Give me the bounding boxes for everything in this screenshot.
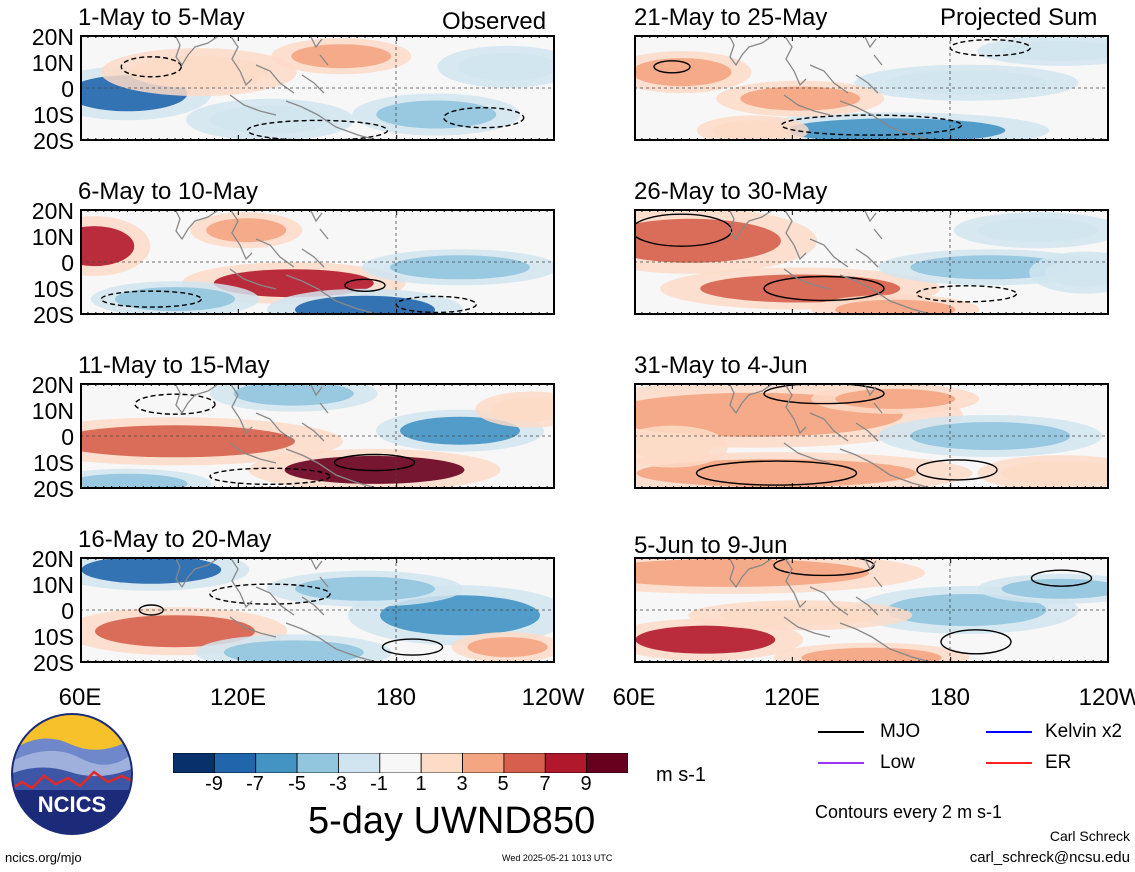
legend-line-mjo: [818, 731, 864, 733]
colorbar-swatch: [544, 753, 588, 773]
map-panel-8: [634, 557, 1109, 663]
panel-title-7: 31-May to 4-Jun: [634, 352, 808, 379]
map-panel-6: [634, 209, 1109, 315]
colorbar-swatch: [173, 753, 215, 773]
panel-title-4: 16-May to 20-May: [78, 526, 272, 553]
colorbar-swatch: [462, 753, 505, 773]
author: Carl Schreck: [1049, 828, 1130, 844]
colorbar-swatch: [338, 753, 381, 773]
legend-line-er: [986, 762, 1032, 764]
panel-title-1: 1-May to 5-May: [78, 4, 245, 31]
legend-label-mjo: MJO: [880, 721, 921, 742]
colorbar-units: m s-1: [656, 764, 706, 786]
observed-label: Observed: [442, 8, 547, 35]
legend-label-low: Low: [880, 752, 915, 773]
timestamp: Wed 2025-05-21 1013 UTC: [502, 853, 613, 863]
colorbar-swatch: [213, 753, 257, 773]
map-panel-1: [80, 35, 555, 141]
legend-label-kelvin: Kelvin x2: [1045, 721, 1123, 742]
map-panel-7: [634, 383, 1109, 489]
main-title: 5-day UWND850: [308, 800, 596, 842]
colorbar-swatch: [586, 753, 628, 773]
colorbar-swatch: [255, 753, 298, 773]
colorbar-swatch: [420, 753, 463, 773]
colorbar-swatch: [296, 753, 339, 773]
map-panel-3: [80, 383, 555, 489]
map-panel-4: [80, 557, 555, 663]
contour-note: Contours every 2 m s-1: [815, 802, 1003, 822]
ncics-logo: NCICS: [11, 713, 133, 835]
map-panel-2: [80, 209, 555, 315]
panel-title-8: 5-Jun to 9-Jun: [634, 532, 788, 559]
legend-line-kelvin: [986, 731, 1032, 733]
site-url: ncics.org/mjo: [5, 850, 82, 865]
colorbar-swatch: [379, 753, 422, 773]
panel-title-3: 11-May to 15-May: [78, 352, 270, 379]
colorbar: [173, 753, 628, 773]
colorbar-swatch: [503, 753, 546, 773]
legend-line-low: [818, 762, 864, 764]
legend-label-er: ER: [1045, 752, 1072, 773]
panel-title-6: 26-May to 30-May: [634, 178, 828, 205]
email: carl_schreck@ncsu.edu: [969, 849, 1130, 866]
svg-text:NCICS: NCICS: [38, 792, 106, 817]
panel-title-2: 6-May to 10-May: [78, 178, 259, 205]
panel-title-5: 21-May to 25-May: [634, 4, 828, 31]
projected-sum-label: Projected Sum: [940, 4, 1098, 31]
map-panel-5: [634, 35, 1109, 141]
